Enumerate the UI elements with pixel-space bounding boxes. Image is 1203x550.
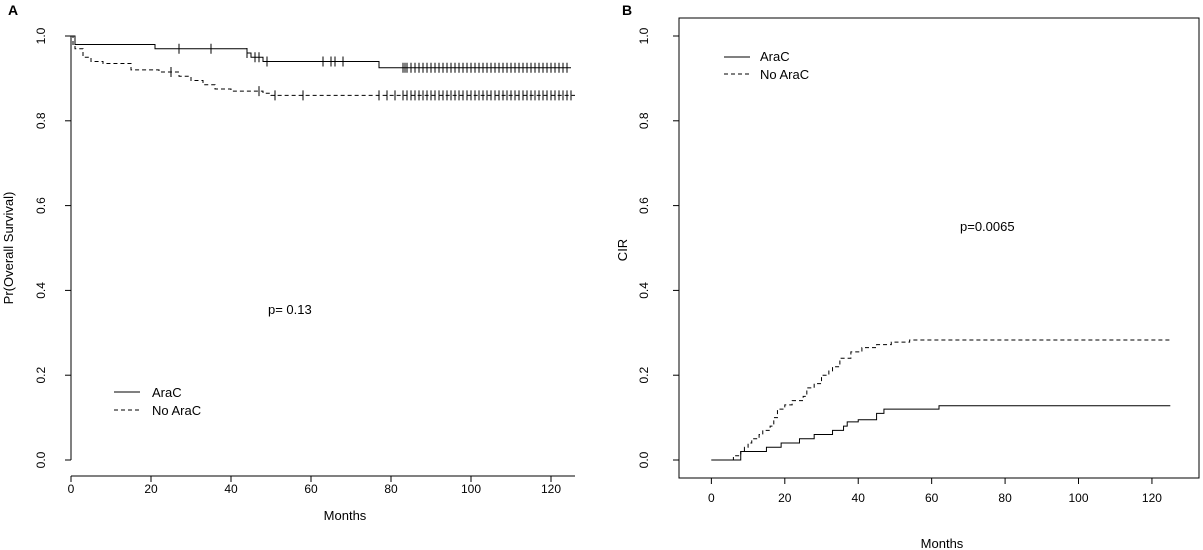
x-tick-label: 20	[778, 491, 792, 505]
panel-a-x-label: Months	[324, 508, 367, 523]
y-tick-label: 0.8	[637, 112, 651, 129]
panel-b: B 0.0 0.2 0.4 0.6 0.8 1.0 0 20 40 60 80 100 120 CIR…	[615, 2, 1200, 550]
x-tick-label: 40	[224, 482, 238, 496]
series-line-no-arac	[711, 339, 1171, 461]
y-tick-label: 0.2	[34, 367, 48, 384]
y-tick-label: 1.0	[34, 27, 48, 44]
panel-a-legend-label-no-arac: No AraC	[152, 403, 201, 418]
x-tick-label: 60	[304, 482, 318, 496]
panel-b-legend-label-arac: AraC	[760, 49, 790, 64]
y-tick-label: 0.6	[637, 197, 651, 214]
panel-a-curves	[71, 35, 575, 101]
panel-b-y-label: CIR	[615, 239, 630, 261]
panel-b-legend: AraC No AraC	[724, 49, 809, 82]
x-tick-label: 60	[925, 491, 939, 505]
panel-a-legend: AraC No AraC	[114, 385, 201, 418]
x-tick-label: 100	[461, 482, 481, 496]
series-line-arac	[711, 405, 1171, 461]
series-line-arac	[71, 35, 571, 69]
y-tick-label: 0.4	[34, 282, 48, 299]
panel-b-curves	[711, 339, 1171, 461]
panel-a-y-ticks: 0.0 0.2 0.4 0.6 0.8 1.0	[34, 27, 71, 468]
panel-a: A 0.0 0.2 0.4 0.6 0.8 1.0 0 20 40 60 80 100 120 Pr(…	[1, 2, 575, 523]
x-tick-label: 120	[541, 482, 561, 496]
panel-a-x-ticks: 0 20 40 60 80 100 120	[68, 476, 561, 496]
panel-b-y-ticks: 0.0 0.2 0.4 0.6 0.8 1.0	[637, 27, 679, 468]
series-line-no-arac	[71, 35, 575, 96]
panel-a-y-label: Pr(Overall Survival)	[1, 192, 16, 305]
panel-b-legend-label-no-arac: No AraC	[760, 67, 809, 82]
y-tick-label: 0.8	[34, 112, 48, 129]
panel-a-letter: A	[8, 2, 18, 18]
x-tick-label: 0	[708, 491, 715, 505]
y-tick-label: 0.0	[34, 451, 48, 468]
x-tick-label: 40	[852, 491, 866, 505]
y-tick-label: 1.0	[637, 27, 651, 44]
y-tick-label: 0.0	[637, 451, 651, 468]
x-tick-label: 80	[998, 491, 1012, 505]
y-tick-label: 0.6	[34, 197, 48, 214]
x-tick-label: 0	[68, 482, 75, 496]
y-tick-label: 0.4	[637, 282, 651, 299]
panel-b-frame	[678, 17, 1200, 479]
panel-b-p-value: p=0.0065	[960, 219, 1015, 234]
panel-b-letter: B	[622, 2, 632, 18]
panel-a-legend-label-arac: AraC	[152, 385, 182, 400]
panel-b-x-ticks: 0 20 40 60 80 100 120	[708, 478, 1162, 505]
y-tick-label: 0.2	[637, 367, 651, 384]
x-tick-label: 120	[1142, 491, 1162, 505]
x-tick-label: 100	[1068, 491, 1088, 505]
x-tick-label: 80	[384, 482, 398, 496]
panel-b-x-label: Months	[921, 536, 964, 550]
panel-a-p-value: p= 0.13	[268, 302, 312, 317]
x-tick-label: 20	[144, 482, 158, 496]
